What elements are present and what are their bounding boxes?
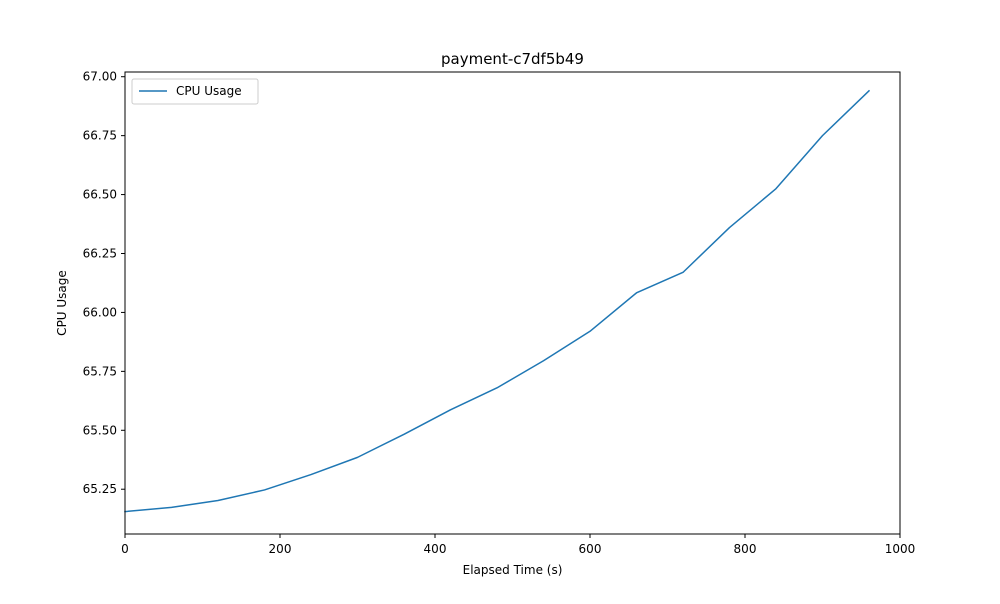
x-tick-label: 600 — [579, 542, 602, 556]
y-tick-label: 66.25 — [83, 247, 117, 261]
legend-label-cpu-usage: CPU Usage — [176, 84, 242, 98]
y-tick-label: 66.75 — [83, 129, 117, 143]
y-axis-label: CPU Usage — [55, 270, 69, 336]
legend: CPU Usage — [132, 79, 258, 104]
y-tick-label: 66.00 — [83, 305, 117, 319]
x-tick-label: 200 — [269, 542, 292, 556]
y-tick-label: 67.00 — [83, 70, 117, 84]
y-tick-label: 65.50 — [83, 423, 117, 437]
chart-title: payment-c7df5b49 — [441, 50, 584, 68]
y-tick-label: 65.25 — [83, 482, 117, 496]
y-tick-label: 66.50 — [83, 188, 117, 202]
x-tick-label: 1000 — [885, 542, 916, 556]
x-axis-label: Elapsed Time (s) — [463, 563, 563, 577]
x-tick-label: 400 — [424, 542, 447, 556]
y-tick-label: 65.75 — [83, 364, 117, 378]
x-tick-label: 800 — [734, 542, 757, 556]
x-tick-label: 0 — [121, 542, 129, 556]
